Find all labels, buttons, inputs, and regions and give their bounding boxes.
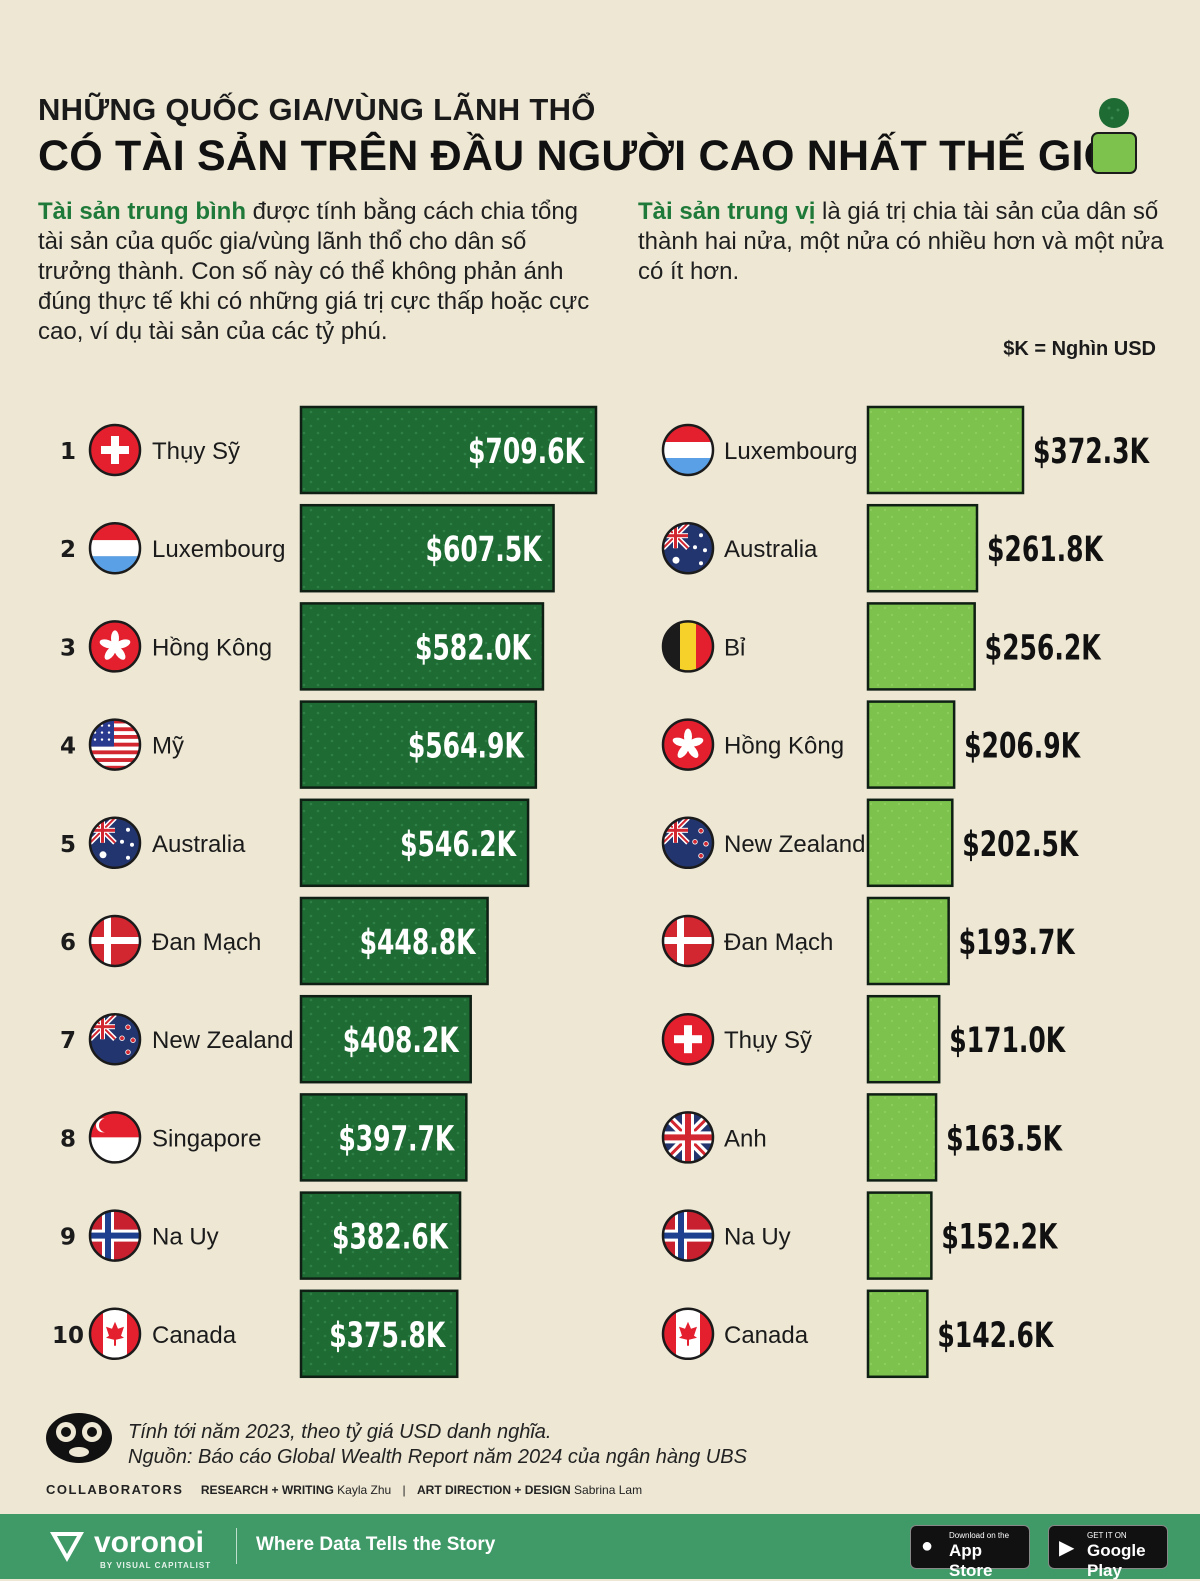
design-name: Sabrina Lam (574, 1483, 643, 1497)
footer-bar: voronoi BY VISUAL CAPITALIST Where Data … (0, 1514, 1200, 1580)
country-label: Na Uy (152, 1224, 219, 1251)
research-label: RESEARCH + WRITING (200, 1483, 334, 1497)
rank-label: 3 (60, 635, 76, 661)
median-value-label: $152.2K (941, 1218, 1058, 1258)
country-label: New Zealand (152, 1027, 293, 1054)
country-label: Hồng Kông (152, 634, 272, 661)
country-label: Hồng Kông (724, 733, 844, 760)
mean-value-label: $408.2K (343, 1021, 460, 1061)
country-label: Australia (724, 536, 818, 563)
rank-label: 5 (60, 832, 76, 858)
mean-value-label: $382.6K (332, 1218, 449, 1258)
mean-description: Tài sản trung bình được tính bằng cách c… (38, 198, 590, 345)
rank-label: 4 (60, 734, 76, 760)
country-label: Thụy Sỹ (152, 438, 240, 465)
country-label: Mỹ (152, 733, 184, 760)
median-value-label: $206.9K (964, 727, 1081, 767)
mean-value-label: $448.8K (360, 923, 477, 963)
rank-label: 10 (52, 1323, 84, 1349)
country-label: Đan Mạch (152, 929, 261, 956)
mean-value-label: $709.6K (468, 432, 585, 472)
median-value-label: $142.6K (937, 1316, 1054, 1356)
person-icon (1091, 98, 1137, 174)
brand-name: voronoi (94, 1526, 204, 1559)
rank-label: 8 (60, 1126, 76, 1152)
visual-capitalist-logo (46, 1413, 112, 1463)
country-label: New Zealand (724, 831, 865, 858)
mean-value-label: $397.7K (338, 1119, 455, 1159)
newzealand-flag-icon (663, 817, 713, 868)
australia-flag-icon (90, 817, 140, 868)
mean-value-label: $607.5K (426, 530, 543, 570)
median-value-label: $202.5K (962, 825, 1079, 865)
country-label: Na Uy (724, 1224, 791, 1251)
country-label: Singapore (152, 1125, 261, 1152)
switzerland-flag-icon (90, 425, 140, 475)
rank-label: 9 (60, 1225, 76, 1251)
source-note: Nguồn: Báo cáo Global Wealth Report năm … (128, 1446, 747, 1468)
apple-icon: ● (921, 1535, 934, 1557)
switzerland-flag-icon (663, 1014, 713, 1065)
mean-value-label: $546.2K (400, 825, 517, 865)
norway-flag-icon (663, 1210, 713, 1261)
hongkong-flag-icon (90, 621, 140, 672)
design-label: ART DIRECTION + DESIGN (417, 1483, 571, 1497)
median-value-label: $171.0K (949, 1021, 1066, 1061)
footnote: Tính tới năm 2023, theo tỷ giá USD danh … (128, 1420, 747, 1470)
norway-flag-icon (90, 1210, 140, 1261)
app-store-button[interactable]: ● Download on the App Store (910, 1525, 1030, 1580)
mean-value-label: $564.9K (408, 727, 525, 767)
tagline: Where Data Tells the Story (256, 1534, 496, 1555)
median-value-label: $261.8K (987, 530, 1104, 570)
country-label: Australia (152, 831, 246, 858)
rank-label: 6 (60, 930, 76, 956)
footnote-line-1: Tính tới năm 2023, theo tỷ giá USD danh … (128, 1421, 552, 1443)
country-label: Anh (724, 1125, 767, 1152)
country-label: Canada (724, 1322, 809, 1349)
research-name: Kayla Zhu (337, 1483, 392, 1497)
median-value-label: $163.5K (946, 1119, 1063, 1159)
mean-value-label: $582.0K (415, 628, 532, 668)
wealth-chart: 1 Thụy Sỹ $709.6K 2 Luxembourg $607.5K 3 Hồng K… (52, 405, 1150, 1379)
mean-value-label: $375.8K (329, 1316, 446, 1356)
median-value-label: $193.7K (959, 923, 1076, 963)
title-top: NHỮNG QUỐC GIA/VÙNG LÃNH THỔ (38, 92, 596, 127)
page-title: CÓ TÀI SẢN TRÊN ĐẦU NGƯỜI CAO NHẤT THẾ G… (38, 132, 1133, 180)
median-value-label: $256.2K (985, 628, 1102, 668)
country-label: Thụy Sỹ (724, 1027, 812, 1054)
brand-sub: BY VISUAL CAPITALIST (100, 1561, 212, 1570)
hongkong-flag-icon (663, 719, 713, 770)
denmark-flag-icon (663, 916, 713, 966)
median-description: Tài sản trung vị là giá trị chia tài sản… (638, 198, 1164, 285)
country-label: Luxembourg (724, 438, 857, 465)
rank-label: 7 (60, 1028, 76, 1054)
median-value-label: $372.3K (1033, 432, 1150, 472)
collaborators-label: COLLABORATORS (46, 1482, 184, 1497)
uk-flag-icon (663, 1112, 713, 1163)
country-label: Đan Mạch (724, 929, 833, 956)
google-play-button[interactable]: ▶ GET IT ON Google Play (1048, 1525, 1168, 1580)
denmark-flag-icon (90, 916, 140, 966)
rank-label: 2 (60, 537, 76, 563)
voronoi-logo-icon (50, 1532, 84, 1562)
credits: COLLABORATORS RESEARCH + WRITING Kayla Z… (46, 1482, 643, 1497)
country-label: Luxembourg (152, 536, 285, 563)
rank-label: 1 (60, 439, 76, 465)
unit-note: $K = Nghìn USD (1003, 338, 1156, 360)
play-icon: ▶ (1059, 1537, 1075, 1559)
country-label: Canada (152, 1322, 237, 1349)
country-label: Bỉ (724, 634, 746, 661)
